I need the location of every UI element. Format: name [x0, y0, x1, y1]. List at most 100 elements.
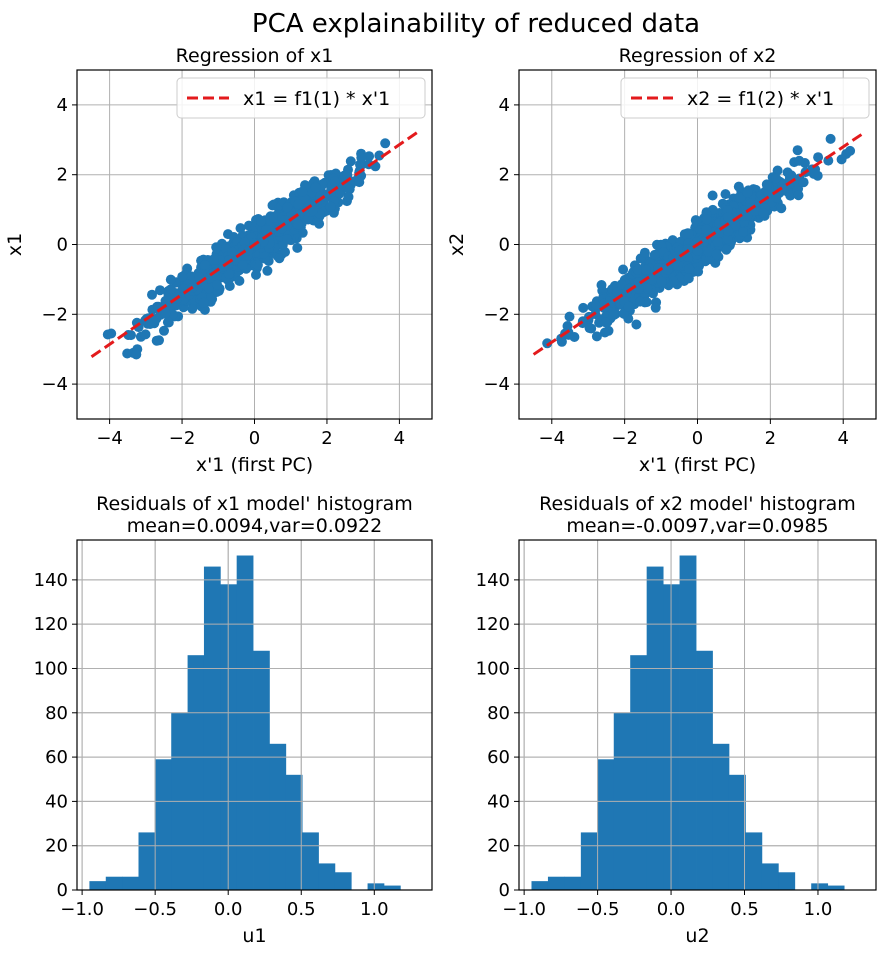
histogram-bar: [122, 876, 139, 890]
scatter-point: [701, 224, 712, 235]
x-tick-label: −2: [611, 428, 638, 449]
scatter-point: [374, 150, 385, 161]
scatter-point: [722, 234, 733, 244]
scatter-point: [771, 192, 782, 203]
scatter-point: [762, 179, 773, 190]
scatter-point: [380, 138, 391, 149]
y-axis-label: x2: [446, 233, 468, 256]
scatter-point: [618, 308, 629, 319]
scatter-point: [258, 236, 269, 247]
scatter-point: [631, 319, 642, 330]
scatter-point: [813, 152, 824, 163]
histogram-bar: [827, 885, 845, 890]
scatter-point: [782, 167, 793, 178]
y-tick-label: 80: [487, 703, 510, 724]
scatter-point: [147, 289, 157, 300]
scatter-point: [198, 297, 209, 308]
x-tick-label: 2: [321, 428, 332, 449]
scatter-point: [234, 275, 245, 286]
legend: x1 = f1(1) * x'1: [176, 77, 426, 119]
scatter-point: [596, 280, 607, 290]
x-tick-label: 0.0: [657, 899, 686, 920]
scatter-point: [703, 247, 714, 258]
fit-line: [532, 133, 863, 356]
x-tick-label: 2: [765, 428, 776, 449]
legend-box: [620, 77, 870, 119]
scatter-point: [649, 249, 660, 260]
scatter-point: [163, 317, 174, 328]
x-tick-label: 0.5: [730, 899, 759, 920]
scatter-point: [707, 190, 718, 201]
x-tick-label: −4: [539, 428, 566, 449]
histogram-bar: [302, 832, 319, 890]
scatter-point: [102, 329, 113, 340]
scatter-point: [692, 245, 703, 256]
scatter-point: [345, 156, 356, 167]
x-tick-label: −1.0: [502, 899, 546, 920]
y-tick-label: 0: [57, 235, 68, 256]
scatter-point: [252, 259, 263, 270]
x-tick-label: 0.0: [214, 899, 243, 920]
scatter-point: [792, 145, 803, 156]
scatter-point: [683, 273, 694, 284]
x-axis-label: u2: [685, 925, 709, 947]
y-tick-label: 100: [476, 658, 510, 679]
ticks: −1.0 −0.5 0.0 0.5 1.0 0 20 40 60 80 100 120 140: [34, 570, 389, 920]
y-tick-label: −4: [483, 374, 510, 395]
histogram-bar: [728, 774, 746, 890]
x-tick-label: 4: [394, 428, 405, 449]
scatter-point: [237, 260, 248, 270]
scatter-point: [235, 223, 246, 234]
x-tick-label: −2: [169, 428, 196, 449]
scatter-point: [356, 152, 367, 163]
y-tick-label: −4: [41, 374, 68, 395]
scatter-point: [155, 285, 165, 296]
y-tick-label: 140: [476, 570, 510, 591]
scatter-point: [633, 283, 644, 294]
scatter-point: [591, 299, 602, 310]
y-tick-label: 120: [34, 614, 68, 635]
y-tick-label: 0: [499, 880, 510, 901]
histogram-bar: [564, 876, 582, 890]
histogram-bar: [597, 759, 615, 890]
y-tick-label: 100: [34, 658, 68, 679]
subplot-title: Regression of x1: [176, 45, 334, 67]
subplot-subtitle: mean=0.0094,var=0.0922: [127, 515, 382, 537]
scatter-point: [282, 234, 293, 245]
scatter-point: [712, 237, 723, 247]
histogram-bar: [105, 876, 123, 890]
scatter-point: [186, 271, 197, 282]
subplot-title: Residuals of x1 model' histogram: [96, 493, 413, 515]
scatter-point: [187, 303, 198, 314]
histogram-bar: [187, 655, 205, 890]
scatter-point: [845, 145, 856, 156]
scatter-point: [256, 216, 266, 227]
histogram-bar: [154, 759, 172, 890]
y-tick-label: 60: [487, 747, 510, 768]
scatter-point: [698, 236, 709, 247]
y-tick-label: 40: [487, 791, 510, 812]
scatter-point: [618, 264, 629, 275]
scatter-point: [632, 264, 643, 275]
plot-area: [531, 555, 845, 890]
subplot-title: Regression of x2: [619, 45, 777, 67]
scatter-point: [344, 184, 355, 195]
scatter-point: [227, 246, 238, 257]
y-tick-label: 4: [499, 95, 510, 116]
scatter-point: [793, 190, 804, 201]
scatter-point: [591, 331, 602, 342]
y-tick-label: 80: [45, 703, 68, 724]
scatter-point: [735, 192, 746, 203]
scatter-point: [261, 225, 271, 236]
scatter-point: [334, 188, 345, 199]
ticks: −4 −2 0 2 4 −4 −2 0 2 4: [483, 95, 848, 449]
scatter-point: [616, 279, 627, 290]
subplot-subtitle: mean=-0.0097,var=0.0985: [566, 515, 828, 537]
figure-title: PCA explainability of reduced data: [252, 9, 700, 39]
histogram-bar: [547, 876, 565, 890]
ticks: −1.0 −0.5 0.0 0.5 1.0 0 20 40 60 80 100 120 140: [476, 570, 833, 920]
scatter-point: [586, 323, 597, 334]
scatter-point: [721, 244, 732, 255]
scatter-point: [274, 253, 285, 264]
scatter-point: [684, 263, 695, 274]
